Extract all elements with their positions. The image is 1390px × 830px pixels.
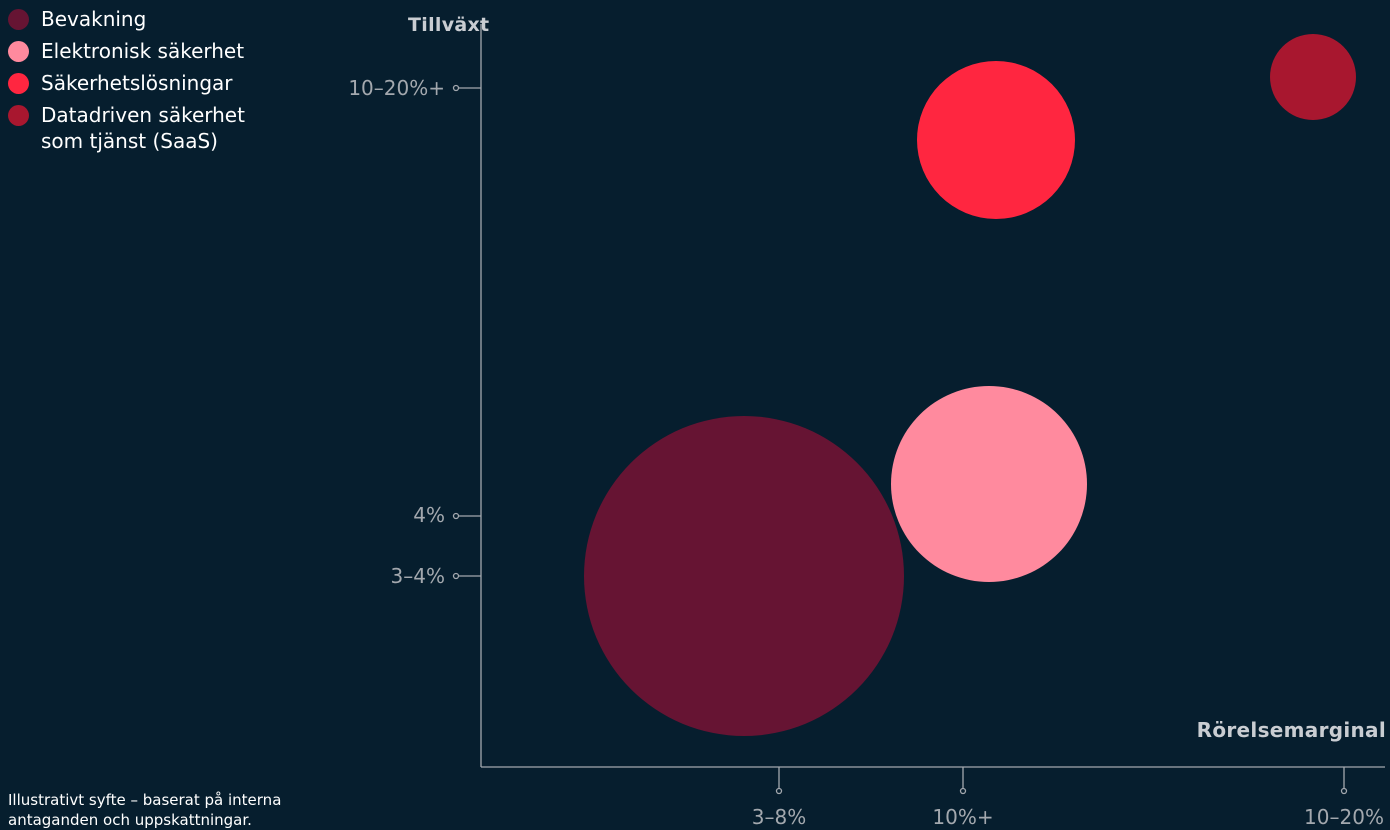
bubble-1 bbox=[584, 416, 904, 736]
y-tick-label: 10–20%+ bbox=[348, 76, 445, 100]
legend-label: Säkerhetslösningar bbox=[41, 71, 233, 95]
x-tick-dot bbox=[959, 787, 967, 795]
x-tick-label: 10%+ bbox=[932, 805, 994, 829]
legend-item-elektronisk: Elektronisk säkerhet bbox=[8, 38, 306, 64]
legend-swatch bbox=[8, 41, 29, 62]
legend-label: Elektronisk säkerhet bbox=[41, 39, 245, 63]
x-tick-label: 3–8% bbox=[751, 805, 807, 829]
y-tick-dot bbox=[452, 512, 460, 520]
x-axis-title: Rörelsemarginal bbox=[1196, 718, 1386, 742]
legend-swatch bbox=[8, 73, 29, 94]
x-tick-dot bbox=[775, 787, 783, 795]
x-tick-dot bbox=[1340, 787, 1348, 795]
bubble-3 bbox=[917, 61, 1075, 219]
x-tick-label: 10–20% bbox=[1304, 805, 1384, 829]
bubble-4 bbox=[1270, 34, 1356, 120]
legend-swatch bbox=[8, 105, 29, 126]
footnote: Illustrativt syfte – baserat på interna … bbox=[8, 791, 282, 829]
y-tick-label: 3–4% bbox=[390, 564, 445, 588]
legend-item-bevakning: Bevakning bbox=[8, 6, 306, 32]
legend-label: Bevakning bbox=[41, 7, 147, 31]
legend: Bevakning Elektronisk säkerhet Säkerhets… bbox=[8, 6, 306, 160]
y-axis-title: Tillväxt bbox=[408, 14, 490, 36]
legend-label: Datadriven säkerhet som tjänst (SaaS) bbox=[41, 103, 245, 153]
bubble-2 bbox=[891, 386, 1087, 582]
legend-swatch bbox=[8, 9, 29, 30]
legend-item-saas: Datadriven säkerhet som tjänst (SaaS) bbox=[8, 102, 281, 154]
y-tick-label: 4% bbox=[413, 503, 445, 527]
y-tick-dot bbox=[452, 572, 460, 580]
y-tick-dot bbox=[452, 84, 460, 92]
legend-item-losningar: Säkerhetslösningar bbox=[8, 70, 306, 96]
